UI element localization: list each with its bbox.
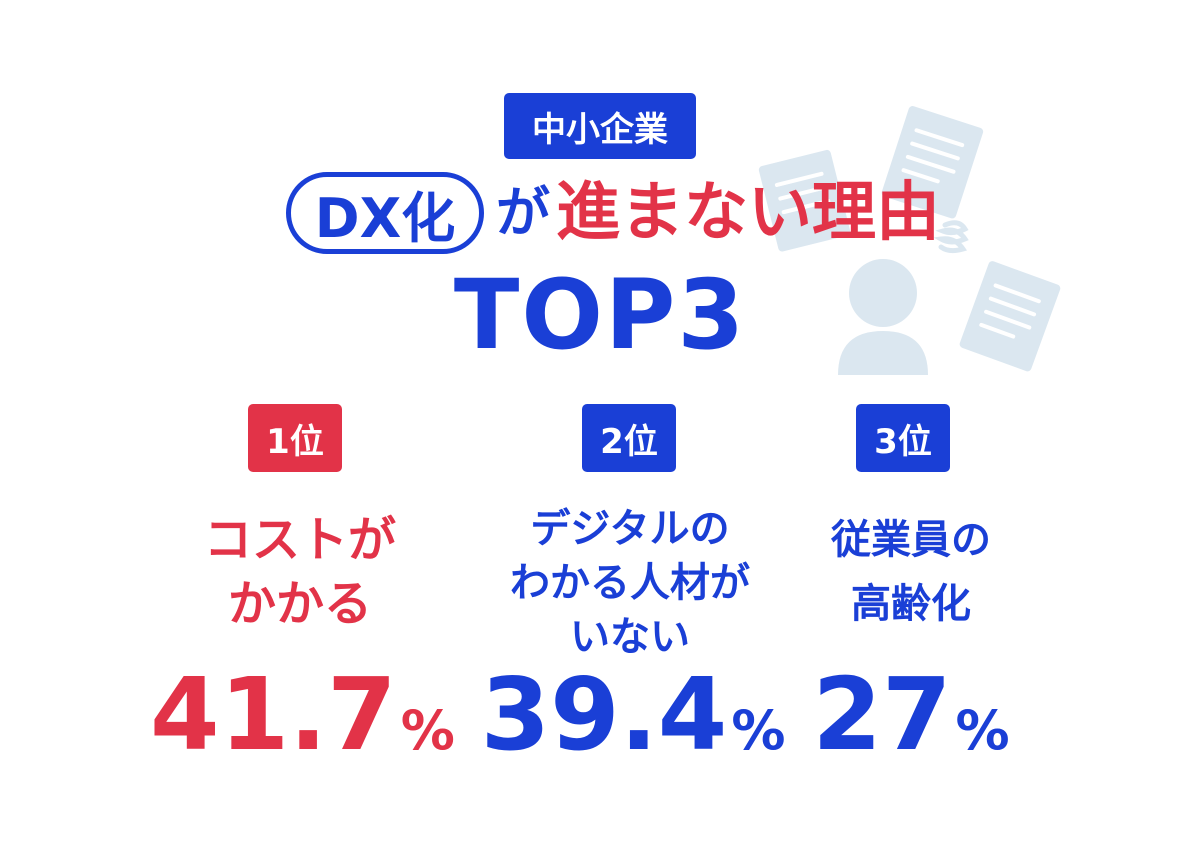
person-icon [838,259,928,375]
document-icon [959,261,1061,372]
rank-2-badge: 2位 [582,404,676,472]
title-particle: が [496,181,550,244]
rank-1-badge: 1位 [248,404,342,472]
rank-1-percentage: 41.7% [150,660,455,770]
reason-line: かかる [227,576,372,632]
percentage-value: 27 [812,656,952,773]
reason-line: わかる人材が [510,560,750,606]
rank-3-percentage: 27% [786,660,1036,770]
percentage-value: 39.4 [480,656,728,773]
reason-line: いない [570,614,690,660]
rank-1-reason: コストが かかる [170,508,430,636]
reason-line: 従業員の [831,517,991,563]
percentage-unit: % [400,699,455,762]
title-rank-heading: TOP3 [453,259,747,371]
reason-line: 高齢化 [851,581,971,627]
document-icon [881,106,984,219]
document-icon [758,149,851,252]
rank-2-percentage: 39.4% [478,660,788,770]
dx-pill: DX化 [286,172,484,254]
rank-3-badge: 3位 [856,404,950,472]
rank-2-reason: デジタルの わかる人材が いない [480,502,780,664]
page-title: 進まない理由 [556,176,940,250]
overwhelmed-person-illustration [758,106,1061,375]
percentage-unit: % [731,699,786,762]
category-badge: 中小企業 [504,93,696,159]
reason-line: コストが [203,512,396,568]
percentage-value: 41.7 [150,656,397,773]
percentage-unit: % [955,699,1010,762]
rank-3-reason: 従業員の 高齢化 [786,508,1036,636]
spiral-icon [933,220,969,254]
reason-line: デジタルの [530,506,730,552]
